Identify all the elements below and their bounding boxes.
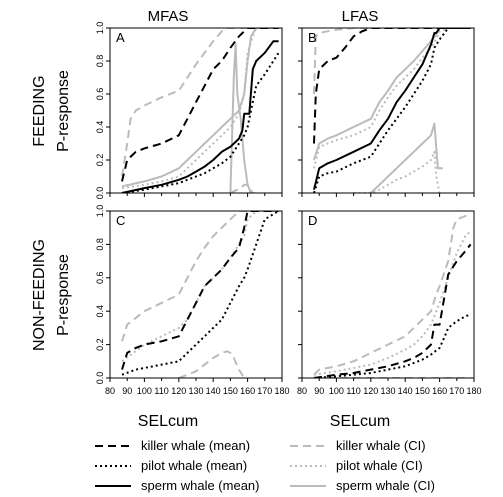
panel-letter-b: B: [308, 30, 317, 45]
legend-item-0: killer whale (mean): [95, 438, 250, 453]
legend-item-3: pilot whale (CI): [290, 458, 423, 473]
panels: 0.0 0.2 0.4 0.6 0.8 1.0 A B 0.0 0.2 0.4 0.6 0.8 1.0 80…: [95, 22, 482, 396]
legend-item-5: sperm whale (CI): [290, 478, 435, 493]
series-line-b-1: [313, 28, 471, 169]
series-line-d-0: [313, 213, 471, 376]
series-group-c: [121, 211, 280, 378]
series-line-d-2: [313, 230, 472, 376]
column-title-mfas: MFAS: [148, 8, 189, 25]
legend-label-5: sperm whale (CI): [336, 478, 435, 493]
panel-letter-c: C: [116, 213, 125, 228]
y-tick-label-c-1: 0.2: [95, 338, 105, 351]
panel-a: 0.0 0.2 0.4 0.6 0.8 1.0 A: [95, 22, 283, 200]
series-line-d-3: [313, 243, 472, 378]
series-group-d: [313, 213, 472, 378]
x-tick-label-c-3: 140: [206, 386, 221, 396]
row-ylabel-nonfeeding: P-response: [55, 254, 72, 336]
x-tick-label-c-4: 160: [240, 386, 255, 396]
y-tick-label-c-4: 0.8: [95, 238, 105, 251]
legend-item-1: killer whale (CI): [290, 438, 426, 453]
series-line-b-4: [370, 122, 443, 193]
x-minor-tick-label-d-4: 170: [449, 386, 464, 396]
y-tick-label-a-2: 0.4: [95, 121, 105, 134]
y-tick-label-c-5: 1.0: [95, 205, 105, 218]
x-minor-tick-label-d-1: 110: [346, 386, 360, 396]
y-tick-label-a-1: 0.2: [95, 154, 105, 167]
series-line-d-4: [313, 313, 471, 378]
x-minor-tick-label-d-0: 90: [314, 386, 324, 396]
series-group-b: [313, 28, 471, 193]
y-tick-label-c-0: 0.0: [95, 372, 105, 385]
panel-letter-a: A: [116, 30, 125, 45]
series-line-c-1: [178, 350, 246, 378]
x-minor-tick-label-c-2: 130: [188, 386, 203, 396]
x-tick-label-d-1: 100: [329, 386, 344, 396]
series-line-a-2: [121, 28, 279, 190]
legend-item-4: sperm whale (mean): [95, 478, 260, 493]
series-group-a: [121, 28, 280, 193]
x-tick-label-d-0: 80: [297, 386, 307, 396]
x-axis-label-right: SELcum: [330, 413, 390, 430]
x-tick-label-c-2: 120: [171, 386, 186, 396]
series-line-a-4: [229, 43, 255, 193]
row-title-nonfeeding: NON-FEEDING: [31, 239, 48, 351]
x-tick-label-d-3: 140: [398, 386, 413, 396]
row-title-feeding: FEEDING: [31, 75, 48, 146]
x-minor-tick-label-c-4: 170: [257, 386, 272, 396]
series-line-b-5: [313, 28, 471, 144]
series-line-a-5: [121, 28, 279, 182]
x-minor-tick-label-c-0: 90: [122, 386, 132, 396]
legend-item-2: pilot whale (mean): [95, 458, 247, 473]
x-tick-label-c-5: 180: [274, 386, 289, 396]
x-axis-label-left: SELcum: [138, 413, 198, 430]
x-tick-label-d-2: 120: [363, 386, 378, 396]
series-line-c-2: [121, 211, 279, 363]
row-ylabel-feeding: P-response: [55, 70, 72, 152]
legend-label-0: killer whale (mean): [141, 438, 250, 453]
legend-label-1: killer whale (CI): [336, 438, 426, 453]
series-line-a-0: [121, 28, 279, 177]
panel-frame-c: [109, 210, 283, 379]
panel-frame-d: [301, 210, 475, 379]
series-line-a-6: [121, 52, 280, 193]
y-tick-label-a-3: 0.6: [95, 88, 105, 101]
x-minor-tick-label-c-3: 150: [223, 386, 238, 396]
panel-b: B: [298, 27, 475, 197]
x-minor-tick-label-c-1: 110: [154, 386, 168, 396]
legend-label-4: sperm whale (mean): [141, 478, 260, 493]
x-tick-label-d-4: 160: [432, 386, 447, 396]
x-tick-label-d-5: 180: [466, 386, 481, 396]
x-tick-label-c-0: 80: [105, 386, 115, 396]
y-tick-label-c-3: 0.6: [95, 272, 105, 285]
series-line-c-0: [121, 211, 279, 342]
x-tick-label-c-1: 100: [137, 386, 152, 396]
series-line-c-4: [121, 211, 280, 376]
y-tick-label-a-0: 0.0: [95, 187, 105, 200]
panel-frame-b: [301, 27, 475, 194]
y-tick-label-a-4: 0.8: [95, 55, 105, 68]
y-tick-label-a-5: 1.0: [95, 22, 105, 35]
legend: killer whale (mean) killer whale (CI) pilo…: [95, 438, 435, 493]
series-line-b-2: [353, 150, 441, 193]
panel-c: 0.0 0.2 0.4 0.6 0.8 1.0 80 100 120 140 160 180 90 110…: [95, 205, 290, 396]
x-minor-tick-label-d-2: 130: [380, 386, 395, 396]
y-tick-label-c-2: 0.4: [95, 305, 105, 318]
panel-letter-d: D: [308, 213, 317, 228]
panel-d: 80 100 120 140 160 180 90 110 130 150 170 D: [297, 210, 482, 396]
column-title-lfas: LFAS: [342, 8, 379, 25]
legend-label-3: pilot whale (CI): [336, 458, 423, 473]
series-line-b-7: [313, 28, 471, 190]
legend-label-2: pilot whale (mean): [141, 458, 247, 473]
series-line-a-3: [121, 28, 279, 188]
series-line-a-7: [121, 40, 279, 193]
x-minor-tick-label-d-3: 150: [415, 386, 430, 396]
series-line-c-3: [121, 211, 279, 370]
